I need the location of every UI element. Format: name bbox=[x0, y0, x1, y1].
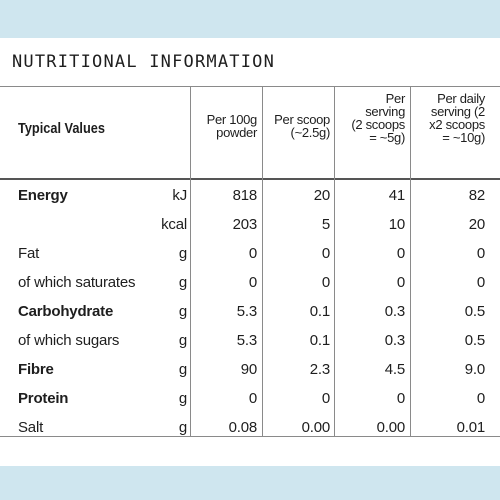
nutrient-unit: g bbox=[178, 390, 187, 407]
column-divider bbox=[262, 86, 263, 436]
nutrient-unit: g bbox=[178, 274, 187, 291]
nutrient-name: Carbohydrate bbox=[18, 303, 114, 320]
nutrient-value: 0 bbox=[321, 274, 330, 291]
nutrition-panel bbox=[0, 38, 500, 466]
nutrient-value: 10 bbox=[388, 216, 405, 233]
nutrient-name: Energy bbox=[18, 187, 68, 204]
nutrient-unit: g bbox=[178, 245, 187, 262]
nutrient-value: 20 bbox=[313, 187, 330, 204]
nutrient-value: 0.3 bbox=[384, 303, 405, 320]
nutrient-value: 2.3 bbox=[309, 361, 330, 378]
nutrient-unit: kcal bbox=[161, 216, 187, 233]
nutrient-name: Fat bbox=[18, 245, 40, 262]
nutrient-value: 0.1 bbox=[309, 332, 330, 349]
column-divider bbox=[334, 86, 335, 436]
nutrient-value: 0 bbox=[476, 245, 485, 262]
nutrient-value: 203 bbox=[232, 216, 258, 233]
nutrient-value: 0 bbox=[396, 274, 405, 291]
column-header-per-serving: Per serving (2 scoops = ~5g) bbox=[351, 91, 405, 145]
nutrient-value: 5.3 bbox=[236, 332, 257, 349]
nutrient-value: 0 bbox=[248, 245, 257, 262]
nutrient-value: 0 bbox=[396, 390, 405, 407]
nutrient-unit: g bbox=[178, 361, 187, 378]
nutrient-unit: g bbox=[178, 303, 187, 320]
header-top-rule bbox=[0, 86, 500, 87]
nutrient-value: 0.00 bbox=[376, 419, 406, 436]
nutrient-name: of which saturates bbox=[18, 274, 136, 291]
nutrient-name: Protein bbox=[18, 390, 69, 407]
nutrient-value: 0.00 bbox=[301, 419, 331, 436]
nutrient-value: 818 bbox=[232, 187, 258, 204]
nutrient-value: 0.3 bbox=[384, 332, 405, 349]
nutrient-value: 0 bbox=[476, 390, 485, 407]
nutrient-value: 0 bbox=[321, 245, 330, 262]
table-title: NUTRITIONAL INFORMATION bbox=[12, 52, 276, 72]
nutrient-value: 90 bbox=[240, 361, 257, 378]
column-header-per-daily-serving: Per daily serving (2 x2 scoops = ~10g) bbox=[429, 91, 485, 145]
header-bottom-rule bbox=[0, 178, 500, 180]
column-divider bbox=[410, 86, 411, 436]
nutrient-value: 0 bbox=[396, 245, 405, 262]
nutrient-unit: kJ bbox=[172, 187, 187, 204]
nutrient-value: 0 bbox=[248, 274, 257, 291]
nutrient-value: 0.08 bbox=[228, 419, 258, 436]
column-header-per-100g: Per 100g powder bbox=[206, 112, 258, 140]
nutrient-value: 0.1 bbox=[309, 303, 330, 320]
typical-values-header: Typical Values bbox=[18, 120, 105, 137]
column-header-per-scoop: Per scoop (~2.5g) bbox=[274, 112, 330, 140]
nutrient-name: of which sugars bbox=[18, 332, 120, 349]
table-bottom-rule bbox=[0, 436, 500, 437]
nutrient-unit: g bbox=[178, 419, 187, 436]
column-divider bbox=[190, 86, 191, 436]
nutrient-value: 4.5 bbox=[384, 361, 405, 378]
nutrient-value: 82 bbox=[468, 187, 485, 204]
nutrient-value: 20 bbox=[468, 216, 485, 233]
nutrient-value: 0 bbox=[476, 274, 485, 291]
nutrient-value: 9.0 bbox=[464, 361, 485, 378]
nutrient-value: 0.5 bbox=[464, 332, 485, 349]
nutrient-value: 0.5 bbox=[464, 303, 485, 320]
nutrient-unit: g bbox=[178, 332, 187, 349]
nutrient-value: 0.01 bbox=[456, 419, 486, 436]
nutrient-value: 0 bbox=[248, 390, 257, 407]
nutrient-value: 5 bbox=[321, 216, 330, 233]
nutrient-name: Salt bbox=[18, 419, 44, 436]
nutrient-value: 0 bbox=[321, 390, 330, 407]
nutrient-name: Fibre bbox=[18, 361, 54, 378]
nutrient-value: 5.3 bbox=[236, 303, 257, 320]
nutrient-value: 41 bbox=[388, 187, 405, 204]
